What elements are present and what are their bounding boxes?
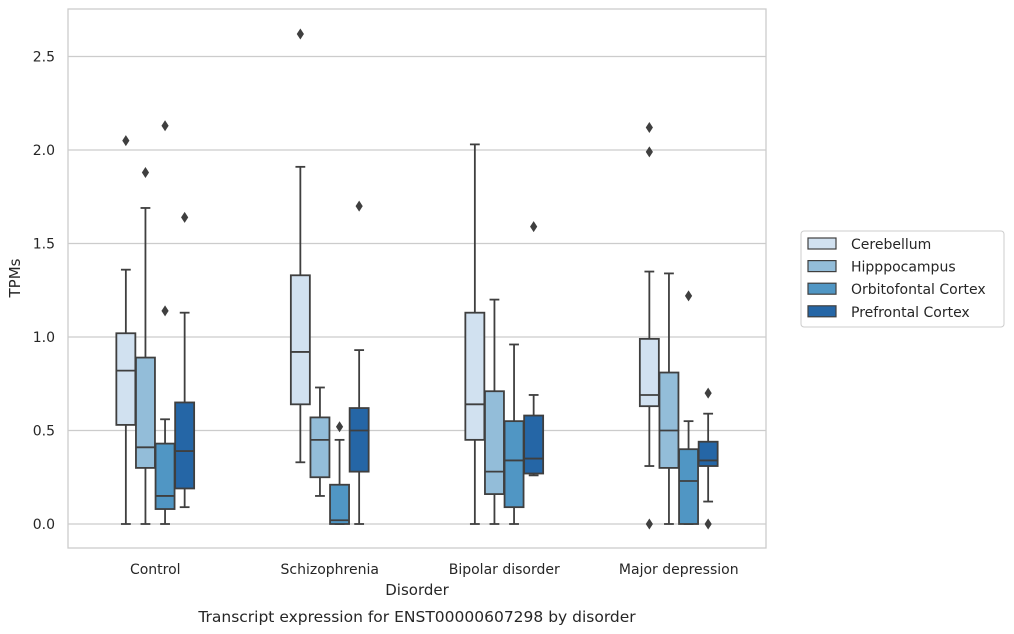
legend-frame xyxy=(800,230,1005,328)
box-iqr xyxy=(309,416,331,479)
y-tick-label: 2.5 xyxy=(33,50,55,66)
legend-label: Cerebellum xyxy=(851,237,931,253)
box-iqr xyxy=(464,311,486,441)
outlier-point xyxy=(335,421,344,433)
legend-swatch xyxy=(807,305,837,318)
box-group xyxy=(329,421,350,525)
outlier-point xyxy=(645,146,653,158)
box-iqr xyxy=(135,356,156,469)
box-iqr xyxy=(484,390,505,495)
plot-frame xyxy=(67,8,767,549)
x-axis-label: Disorder xyxy=(385,581,449,599)
y-tick-label: 1.0 xyxy=(33,330,55,346)
box-iqr xyxy=(329,483,350,525)
box-iqr xyxy=(154,442,176,510)
chart-caption: Transcript expression for ENST0000060729… xyxy=(197,608,636,626)
box-group xyxy=(484,298,505,525)
box-iqr xyxy=(697,440,719,467)
outlier-point xyxy=(704,387,712,399)
outlier-point xyxy=(141,166,150,178)
box-group xyxy=(309,386,331,497)
outlier-point xyxy=(161,120,169,132)
legend-label: Prefrontal Cortex xyxy=(851,305,970,321)
box-group xyxy=(154,120,176,525)
box-group xyxy=(658,272,680,525)
x-tick-labels: Control Schizophrenia Bipolar disorder Majo… xyxy=(130,562,739,578)
y-tick-label: 1.5 xyxy=(33,237,55,253)
box-group xyxy=(503,343,525,525)
legend-label: Hipppocampus xyxy=(851,260,956,276)
outlier-point xyxy=(645,122,653,134)
outlier-point xyxy=(645,518,653,530)
x-tick-label: Major depression xyxy=(619,562,739,578)
box-iqr xyxy=(523,414,545,475)
box-group xyxy=(289,28,311,464)
x-tick-label: Bipolar disorder xyxy=(449,562,560,578)
y-tick-label: 0.0 xyxy=(33,517,55,533)
legend-swatch xyxy=(807,282,837,295)
box-iqr xyxy=(348,407,370,473)
outlier-point xyxy=(181,211,189,223)
y-tick-label: 2.0 xyxy=(33,143,55,159)
box-group xyxy=(523,221,545,477)
y-axis-label: TPMs xyxy=(6,258,24,298)
box-group xyxy=(697,387,719,530)
box-iqr xyxy=(503,420,525,509)
box-group xyxy=(135,166,156,525)
box-iqr xyxy=(658,371,680,469)
y-tick-labels: 0.0 0.5 1.0 1.5 2.0 2.5 xyxy=(33,50,55,534)
y-tick-label: 0.5 xyxy=(33,424,55,440)
box-iqr xyxy=(638,337,660,408)
x-tick-label: Schizophrenia xyxy=(281,562,379,578)
box-group xyxy=(174,211,196,509)
box-iqr xyxy=(174,401,196,490)
outlier-point xyxy=(296,28,304,40)
box-group xyxy=(348,200,370,525)
outlier-point xyxy=(704,518,712,530)
outlier-point xyxy=(161,305,169,317)
box-series xyxy=(115,28,719,530)
box-iqr xyxy=(678,448,699,525)
box-group xyxy=(678,290,699,525)
box-group xyxy=(464,143,486,525)
outlier-point xyxy=(122,135,130,147)
outlier-point xyxy=(530,221,538,233)
box-iqr xyxy=(115,332,137,426)
box-iqr xyxy=(289,274,311,406)
outlier-point xyxy=(355,200,363,212)
legend-swatch xyxy=(807,237,837,250)
box-group xyxy=(638,122,660,530)
legend-swatch xyxy=(807,260,837,273)
legend: Cerebellum Hipppocampus Orbitofontal Corte… xyxy=(800,230,1005,328)
legend-label: Orbitofontal Cortex xyxy=(851,282,986,298)
x-tick-label: Control xyxy=(130,562,181,578)
legend-items: Cerebellum Hipppocampus Orbitofontal Corte… xyxy=(807,237,986,321)
outlier-point xyxy=(684,290,693,302)
box-group xyxy=(115,135,137,525)
